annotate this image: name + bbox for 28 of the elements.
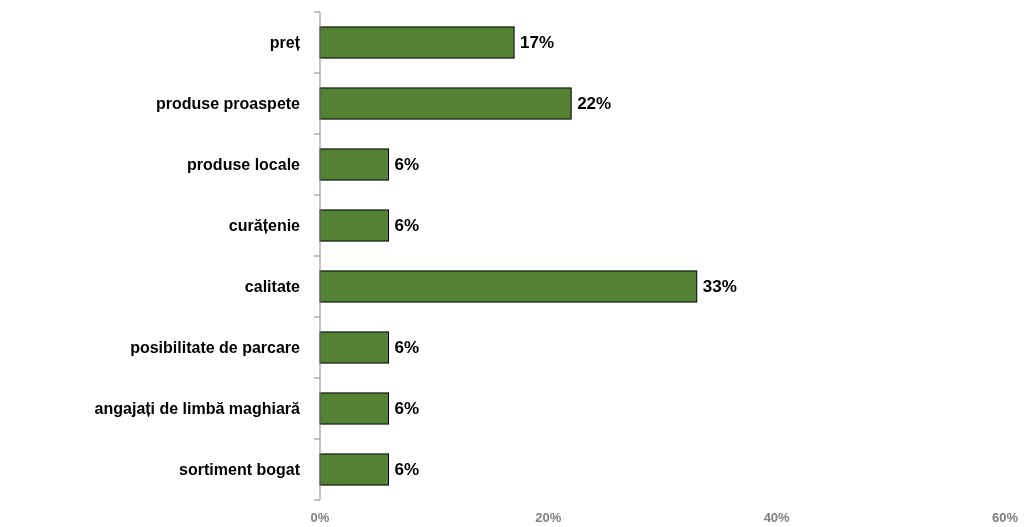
bar	[319, 453, 389, 486]
y-tick-label: calitate	[244, 278, 301, 296]
data-label: 22%	[577, 94, 612, 114]
y-tick-label: preț	[269, 34, 301, 52]
x-tick-label: 40%	[763, 510, 791, 525]
bar	[319, 270, 698, 303]
x-tick-label: 20%	[535, 510, 562, 525]
y-tick-label: sortiment bogat	[179, 461, 301, 479]
data-label: 6%	[394, 155, 420, 175]
bar	[319, 209, 389, 242]
data-label: 17%	[520, 33, 555, 53]
y-tick-label: produse proaspete	[155, 95, 301, 113]
x-tick-label: 0%	[310, 510, 330, 525]
data-label: 6%	[394, 399, 420, 419]
bar	[319, 26, 515, 59]
bar	[319, 87, 572, 120]
y-tick-label: curățenie	[228, 217, 301, 235]
y-tick-label: produse locale	[187, 156, 301, 174]
data-label: 6%	[394, 216, 420, 236]
bar	[319, 331, 389, 364]
y-tick-label: angajați de limbă maghiară	[94, 400, 301, 418]
data-label: 6%	[394, 460, 420, 480]
data-label: 6%	[394, 338, 420, 358]
bar	[319, 148, 389, 181]
bar	[319, 392, 389, 425]
data-label: 33%	[702, 277, 737, 297]
x-tick-label: 60%	[991, 510, 1019, 525]
y-tick-label: posibilitate de parcare	[130, 339, 301, 357]
